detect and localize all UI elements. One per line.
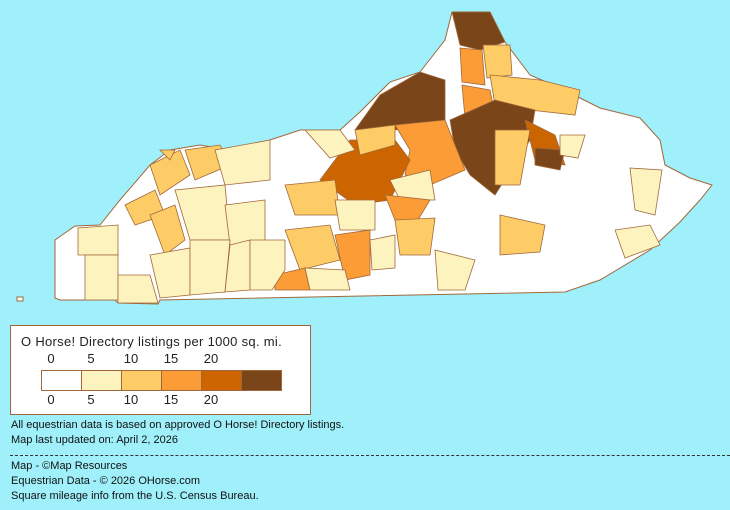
tick: 5 xyxy=(87,392,95,407)
tick: 20 xyxy=(203,392,219,407)
tick: 20 xyxy=(203,351,219,366)
legend-swatch xyxy=(42,371,82,390)
tick: 5 xyxy=(87,351,95,366)
tick: 0 xyxy=(47,392,55,407)
legend-swatch xyxy=(202,371,242,390)
legend-swatch xyxy=(82,371,122,390)
legend-swatch xyxy=(122,371,162,390)
legend-color-bar xyxy=(41,370,282,391)
tick: 15 xyxy=(163,392,179,407)
tick: 15 xyxy=(163,351,179,366)
tick: 0 xyxy=(47,351,55,366)
credit-data: Equestrian Data - © 2026 OHorse.com xyxy=(11,475,201,487)
island-county xyxy=(16,296,24,302)
legend-swatch xyxy=(162,371,202,390)
divider xyxy=(10,455,730,456)
credit-census: Square mileage info from the U.S. Census… xyxy=(11,490,259,502)
legend: O Horse! Directory listings per 1000 sq.… xyxy=(10,325,311,415)
credit-map: Map - ©Map Resources xyxy=(11,460,128,472)
legend-swatch xyxy=(242,371,281,390)
legend-title: O Horse! Directory listings per 1000 sq.… xyxy=(21,334,283,349)
tick: 10 xyxy=(123,392,139,407)
data-note: All equestrian data is based on approved… xyxy=(11,419,345,431)
county-shapes xyxy=(77,11,663,304)
tick: 10 xyxy=(123,351,139,366)
last-updated: Map last updated on: April 2, 2026 xyxy=(11,434,178,446)
kentucky-county-map xyxy=(16,11,713,305)
